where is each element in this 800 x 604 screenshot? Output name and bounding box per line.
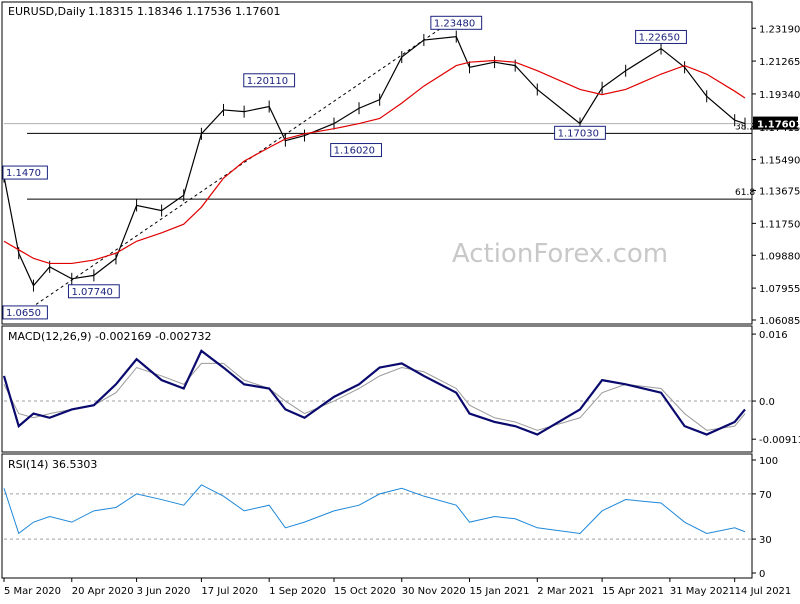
price-annotation-label: 1.07740 [71, 287, 112, 298]
price-annotation-box [2, 305, 48, 320]
x-tick-label: 5 Mar 2020 [4, 586, 61, 597]
price-annotation-label: 1.20110 [247, 76, 288, 87]
price-y-tick-label: 1.11750 [759, 219, 800, 230]
ohlc-label: 1.18315 1.18346 1.17536 1.17601 [88, 5, 280, 18]
x-tick-label: 20 Apr 2020 [72, 586, 134, 597]
price-y-tick-label: 1.07955 [759, 284, 800, 295]
macd-y-tick-label: -0.009116 [759, 435, 800, 446]
price-annotation-label: 1.16020 [334, 146, 375, 157]
price-y-tick-label: 1.13675 [759, 187, 800, 198]
price-annotation-label: 1.0650 [6, 308, 41, 319]
rsi-y-tick-label: 70 [759, 490, 772, 501]
x-tick-label: 3 Jun 2020 [137, 586, 191, 597]
macd-y-tick-label: 0.016 [759, 330, 788, 341]
price-annotation-box [635, 29, 687, 44]
chart-marks: 1.231901.212651.193401.174151.154901.136… [2, 15, 800, 597]
price-annotation-box [330, 143, 382, 158]
price-annotation-box [430, 15, 483, 30]
price-annotation-label: 1.23480 [434, 18, 475, 29]
rsi-y-tick-label: 30 [759, 535, 772, 546]
price-annotation-label: 1.22650 [639, 32, 680, 43]
price-annotation-label: 1.17030 [558, 128, 599, 139]
trend-line [25, 22, 449, 312]
price-close-series [3, 35, 746, 287]
price-y-tick-label: 1.19340 [759, 90, 800, 101]
symbol-label: EURUSD,Daily [8, 5, 86, 18]
x-tick-label: 1 Sep 2020 [269, 586, 326, 597]
macd-y-tick-label: 0.0 [759, 397, 775, 408]
x-tick-label: 2 Mar 2021 [537, 586, 594, 597]
rsi-panel [1, 453, 753, 579]
price-panel [1, 1, 753, 325]
sma-series [3, 59, 746, 265]
macd-title: MACD(12,26,9) -0.002169 -0.002732 [8, 330, 211, 343]
rsi-series [3, 484, 746, 535]
price-y-tick-label: 1.21265 [759, 57, 800, 68]
x-tick-label: 15 Oct 2020 [334, 586, 396, 597]
price-annotation-label: 1.1470 [6, 168, 41, 179]
price-annotation-box [554, 125, 606, 140]
price-annotation-box [243, 73, 296, 88]
macd-panel [1, 325, 753, 453]
rsi-y-tick-label: 100 [759, 456, 778, 467]
last-price-label: 1.17601 [757, 120, 800, 131]
price-y-tick-label: 1.06085 [759, 316, 800, 327]
x-tick-label: 15 Apr 2021 [602, 586, 664, 597]
price-annotation-box [67, 284, 120, 299]
x-tick-label: 30 Nov 2020 [402, 586, 466, 597]
price-y-tick-label: 1.09880 [759, 251, 800, 262]
price-y-tick-label: 1.23190 [759, 24, 800, 35]
x-tick-label: 15 Jan 2021 [470, 586, 530, 597]
rsi-y-tick-label: 0 [759, 569, 765, 580]
price-y-tick-label: 1.15490 [759, 156, 800, 167]
x-tick-label: 14 Jul 2021 [735, 586, 792, 597]
macd-series [2, 349, 746, 436]
x-tick-label: 17 Jul 2020 [201, 586, 258, 597]
price-annotation-box [2, 165, 48, 180]
macd-signal-series [3, 362, 746, 431]
last-price-tag [753, 116, 798, 130]
fib-level-label: 61.8 [735, 188, 755, 198]
rsi-title: RSI(14) 36.5303 [8, 458, 97, 471]
x-tick-label: 31 May 2021 [670, 586, 735, 597]
watermark: ActionForex.com [452, 239, 668, 269]
